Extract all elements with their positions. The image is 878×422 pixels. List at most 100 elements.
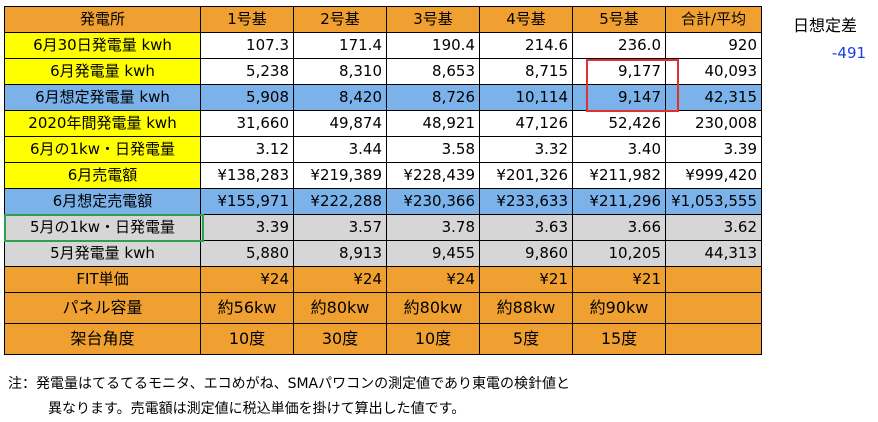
table-cell: 10度: [200, 323, 294, 355]
table-row-jun-per-kw-day: 6月の1kw・日発電量 3.12 3.44 3.58 3.32 3.40 3.3…: [4, 136, 762, 163]
table-cell: 107.3: [200, 32, 294, 59]
table-cell: 171.4: [293, 32, 387, 59]
table-cell: ¥219,389: [293, 162, 387, 189]
table-cell: 9,147: [572, 84, 666, 111]
table-row-may-generation: 5月発電量 kwh 5,880 8,913 9,455 9,860 10,205…: [4, 240, 762, 267]
table-cell: 8,715: [479, 58, 573, 85]
table-cell: ¥24: [386, 266, 480, 293]
table-cell: 約56kw: [200, 292, 294, 324]
header-cell-unit3: 3号基: [386, 6, 480, 33]
table-cell: 10,114: [479, 84, 573, 111]
table-cell: ¥24: [200, 266, 294, 293]
table-cell: 48,921: [386, 110, 480, 137]
table-cell: 約80kw: [293, 292, 387, 324]
row-label: 架台角度: [4, 323, 201, 355]
table-cell: 8,913: [293, 240, 387, 267]
table-cell: ¥21: [572, 266, 666, 293]
table-cell: 3.39: [200, 214, 294, 241]
row-label: 6月売電額: [4, 162, 201, 189]
table-row-panel-capacity: パネル容量 約56kw 約80kw 約80kw 約88kw 約90kw: [4, 292, 762, 324]
table-cell: 9,177: [572, 58, 666, 85]
table-cell: 3.12: [200, 136, 294, 163]
table-cell: ¥211,982: [572, 162, 666, 189]
table-row-jun-expected-generation: 6月想定発電量 kwh 5,908 8,420 8,726 10,114 9,1…: [4, 84, 762, 111]
table-row-mount-angle: 架台角度 10度 30度 10度 5度 15度: [4, 323, 762, 355]
table-cell: ¥201,326: [479, 162, 573, 189]
header-cell-plant: 発電所: [4, 6, 201, 33]
table-cell: 49,874: [293, 110, 387, 137]
table-row-jun-sales: 6月売電額 ¥138,283 ¥219,389 ¥228,439 ¥201,32…: [4, 162, 762, 189]
row-label: 2020年間発電量 kwh: [4, 110, 201, 137]
header-cell-unit1: 1号基: [200, 6, 294, 33]
table-cell: 5度: [479, 323, 573, 355]
header-cell-total: 合計/平均: [665, 6, 762, 33]
table-cell: ¥222,288: [293, 188, 387, 215]
row-label: FIT単価: [4, 266, 201, 293]
table-cell: 44,313: [665, 240, 762, 267]
row-label: 5月の1kw・日発電量: [4, 214, 201, 241]
row-label: パネル容量: [4, 292, 201, 324]
table-cell: 5,880: [200, 240, 294, 267]
table-cell: 47,126: [479, 110, 573, 137]
table-row-fit-price: FIT単価 ¥24 ¥24 ¥24 ¥21 ¥21: [4, 266, 762, 293]
header-cell-unit4: 4号基: [479, 6, 573, 33]
row-label: 6月発電量 kwh: [4, 58, 201, 85]
footnote: 注：発電量はてるてるモニタ、エコめがね、SMAパワコンの測定値であり東電の検針値…: [8, 372, 570, 422]
row-label: 6月30日発電量 kwh: [4, 32, 201, 59]
table-cell: ¥21: [479, 266, 573, 293]
table-cell: 3.57: [293, 214, 387, 241]
table-cell: 236.0: [572, 32, 666, 59]
row-label: 5月発電量 kwh: [4, 240, 201, 267]
daily-expected-diff-label: 日想定差: [793, 16, 858, 35]
table-row-may-per-kw-day: 5月の1kw・日発電量 3.39 3.57 3.78 3.63 3.66 3.6…: [4, 214, 762, 241]
daily-expected-diff-value: -491: [832, 44, 867, 62]
table-row-jun-generation: 6月発電量 kwh 5,238 8,310 8,653 8,715 9,177 …: [4, 58, 762, 85]
footnote-line-2: 異なります。売電額は測定値に税込単価を掛けて算出した値です。: [48, 401, 466, 417]
table-cell: 8,726: [386, 84, 480, 111]
table-cell: 52,426: [572, 110, 666, 137]
table-cell: 3.62: [665, 214, 762, 241]
table-cell: ¥999,420: [665, 162, 762, 189]
row-label: 6月の1kw・日発電量: [4, 136, 201, 163]
table-cell: 190.4: [386, 32, 480, 59]
table-cell: ¥1,053,555: [665, 188, 762, 215]
table-cell: [665, 292, 762, 324]
table-cell: [665, 323, 762, 355]
table-cell: 9,860: [479, 240, 573, 267]
table-cell: [665, 266, 762, 293]
footnote-line-1: 注：発電量はてるてるモニタ、エコめがね、SMAパワコンの測定値であり東電の検針値…: [8, 376, 570, 392]
table-cell: 10,205: [572, 240, 666, 267]
table-cell: 15度: [572, 323, 666, 355]
table-cell: 214.6: [479, 32, 573, 59]
table-cell: 31,660: [200, 110, 294, 137]
header-cell-unit5: 5号基: [572, 6, 666, 33]
table-cell: 3.40: [572, 136, 666, 163]
power-plant-table: 発電所 1号基 2号基 3号基 4号基 5号基 合計/平均 6月30日発電量 k…: [4, 6, 762, 355]
table-row-jun30-generation: 6月30日発電量 kwh 107.3 171.4 190.4 214.6 236…: [4, 32, 762, 59]
header-cell-unit2: 2号基: [293, 6, 387, 33]
table-cell: 230,008: [665, 110, 762, 137]
table-cell: 5,238: [200, 58, 294, 85]
table-cell: 40,093: [665, 58, 762, 85]
table-cell: 3.66: [572, 214, 666, 241]
table-cell: 3.58: [386, 136, 480, 163]
table-cell: 9,455: [386, 240, 480, 267]
table-cell: 42,315: [665, 84, 762, 111]
table-cell: ¥230,366: [386, 188, 480, 215]
table-cell: ¥138,283: [200, 162, 294, 189]
table-cell: ¥228,439: [386, 162, 480, 189]
table-cell: 3.39: [665, 136, 762, 163]
table-cell: 8,310: [293, 58, 387, 85]
row-label: 6月想定売電額: [4, 188, 201, 215]
table-cell: 920: [665, 32, 762, 59]
table-cell: ¥211,296: [572, 188, 666, 215]
table-cell: 約90kw: [572, 292, 666, 324]
table-cell: 10度: [386, 323, 480, 355]
table-cell: 約88kw: [479, 292, 573, 324]
table-cell: 3.78: [386, 214, 480, 241]
table-cell: 8,653: [386, 58, 480, 85]
table-cell: ¥233,633: [479, 188, 573, 215]
table-cell: ¥24: [293, 266, 387, 293]
table-cell: 3.44: [293, 136, 387, 163]
table-cell: 3.63: [479, 214, 573, 241]
